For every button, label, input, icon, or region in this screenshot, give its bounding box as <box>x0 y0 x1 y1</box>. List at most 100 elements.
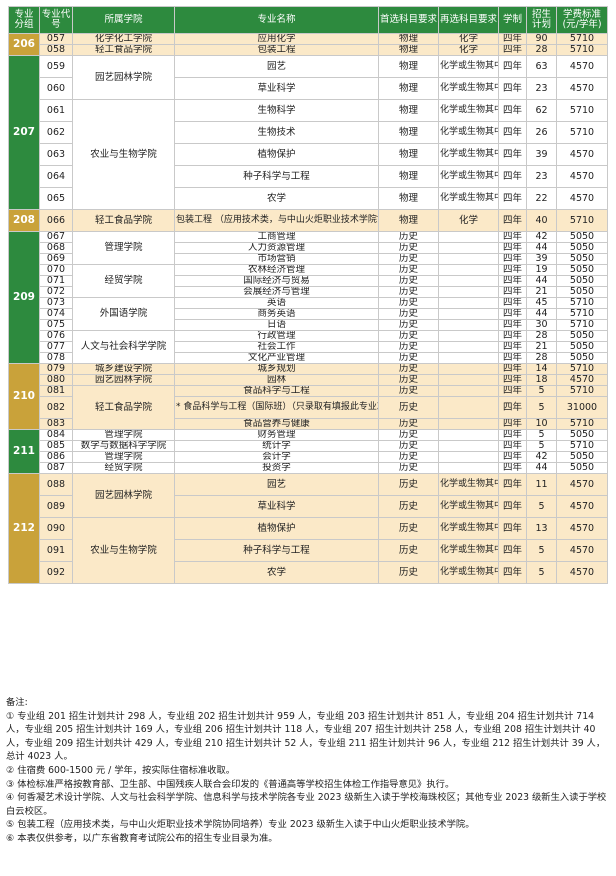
second-subject-cell <box>438 429 499 441</box>
second-subject-cell: 化学或生物其中一门 <box>438 77 499 100</box>
code-cell: 064 <box>39 165 73 188</box>
college-cell: 农业与生物学院 <box>72 99 175 210</box>
years-cell: 四年 <box>498 308 527 320</box>
code-cell: 067 <box>39 231 73 243</box>
note-2: ② 住宿费 600-1500 元 / 学年，按实际住宿标准收取。 <box>6 764 236 776</box>
years-cell: 四年 <box>498 44 527 56</box>
first-subject-cell: 历史 <box>378 374 439 386</box>
years-cell: 四年 <box>498 517 527 540</box>
second-subject-cell <box>438 440 499 452</box>
college-cell: 管理学院 <box>72 429 175 441</box>
major-cell: 园艺 <box>174 473 379 496</box>
plan-cell: 19 <box>526 264 557 276</box>
code-cell: 071 <box>39 275 73 287</box>
major-cell: 会展经济与管理 <box>174 286 379 298</box>
note-5: ⑤ 包装工程（应用技术类，与中山火炬职业技术学院协同培养）专业 2023 级新生… <box>6 819 475 831</box>
years-cell: 四年 <box>498 561 527 584</box>
first-subject-cell: 历史 <box>378 462 439 474</box>
plan-cell: 14 <box>526 363 557 375</box>
first-subject-cell: 历史 <box>378 539 439 562</box>
fee-cell: 4570 <box>556 187 608 210</box>
fee-cell: 5710 <box>556 209 608 232</box>
second-subject-cell: 化学或生物其中一门 <box>438 473 499 496</box>
years-cell: 四年 <box>498 462 527 474</box>
code-cell: 061 <box>39 99 73 122</box>
plan-cell: 40 <box>526 209 557 232</box>
first-subject-cell: 历史 <box>378 319 439 331</box>
years-cell: 四年 <box>498 286 527 298</box>
major-cell: 文化产业管理 <box>174 352 379 364</box>
fee-cell: 5710 <box>556 363 608 375</box>
header-major: 专业名称 <box>174 6 379 34</box>
code-cell: 063 <box>39 143 73 166</box>
major-cell: 农学 <box>174 561 379 584</box>
fee-cell: 5710 <box>556 121 608 144</box>
major-cell: 食品科学与工程 <box>174 385 379 397</box>
plan-cell: 22 <box>526 187 557 210</box>
major-cell: 植物保护 <box>174 517 379 540</box>
fee-cell: 5710 <box>556 297 608 309</box>
plan-cell: 5 <box>526 561 557 584</box>
fee-cell: 5050 <box>556 275 608 287</box>
years-cell: 四年 <box>498 297 527 309</box>
first-subject-cell: 历史 <box>378 242 439 254</box>
group-cell: 209 <box>8 231 40 364</box>
second-subject-cell <box>438 286 499 298</box>
plan-cell: 62 <box>526 99 557 122</box>
second-subject-cell <box>438 275 499 287</box>
second-subject-cell: 化学或生物其中一门 <box>438 143 499 166</box>
first-subject-cell: 历史 <box>378 352 439 364</box>
fee-cell: 4570 <box>556 495 608 518</box>
major-cell: 商务英语 <box>174 308 379 320</box>
fee-cell: 5050 <box>556 352 608 364</box>
college-cell: 外国语学院 <box>72 297 175 331</box>
header-group: 专业分组 <box>8 6 40 34</box>
code-cell: 086 <box>39 451 73 463</box>
plan-cell: 28 <box>526 352 557 364</box>
table-row: 073 外国语学院 英语 历史 四年 45 5710 <box>9 297 608 331</box>
first-subject-cell: 历史 <box>378 308 439 320</box>
header-years: 学制 <box>498 6 527 34</box>
table-row: 065 农学物理化学或生物其中一门四年224570 <box>9 187 608 210</box>
plan-cell: 5 <box>526 396 557 419</box>
plan-cell: 44 <box>526 242 557 254</box>
code-cell: 066 <box>39 209 73 232</box>
fee-cell: 5710 <box>556 33 608 45</box>
fee-cell: 5050 <box>556 253 608 265</box>
code-cell: 082 <box>39 396 73 419</box>
code-cell: 078 <box>39 352 73 364</box>
fee-cell: 4570 <box>556 165 608 188</box>
code-cell: 060 <box>39 77 73 100</box>
second-subject-cell <box>438 330 499 342</box>
years-cell: 四年 <box>498 418 527 430</box>
first-subject-cell: 历史 <box>378 418 439 430</box>
years-cell: 四年 <box>498 33 527 45</box>
major-cell: 农学 <box>174 187 379 210</box>
plan-cell: 90 <box>526 33 557 45</box>
first-subject-cell: 历史 <box>378 297 439 309</box>
major-cell: 园艺 <box>174 55 379 78</box>
first-subject-cell: 历史 <box>378 275 439 287</box>
code-cell: 088 <box>39 473 73 496</box>
first-subject-cell: 历史 <box>378 561 439 584</box>
table-row: 081 轻工食品学院 食品科学与工程 历史 四年 5 5710 <box>9 385 608 430</box>
years-cell: 四年 <box>498 473 527 496</box>
major-cell: 社会工作 <box>174 341 379 353</box>
code-cell: 084 <box>39 429 73 441</box>
second-subject-cell <box>438 451 499 463</box>
years-cell: 四年 <box>498 187 527 210</box>
table-row: 062 生物技术物理化学或生物其中一门四年265710 <box>9 121 608 144</box>
years-cell: 四年 <box>498 275 527 287</box>
plan-cell: 23 <box>526 165 557 188</box>
years-cell: 四年 <box>498 440 527 452</box>
first-subject-cell: 历史 <box>378 396 439 419</box>
fee-cell: 31000 <box>556 396 608 419</box>
years-cell: 四年 <box>498 319 527 331</box>
second-subject-cell: 化学或生物其中一门 <box>438 187 499 210</box>
code-cell: 075 <box>39 319 73 331</box>
header-fee: 学费标准(元/学年) <box>556 6 608 34</box>
plan-cell: 5 <box>526 440 557 452</box>
table-row: 092 农学历史化学或生物其中一门四年54570 <box>9 561 608 584</box>
years-cell: 四年 <box>498 242 527 254</box>
